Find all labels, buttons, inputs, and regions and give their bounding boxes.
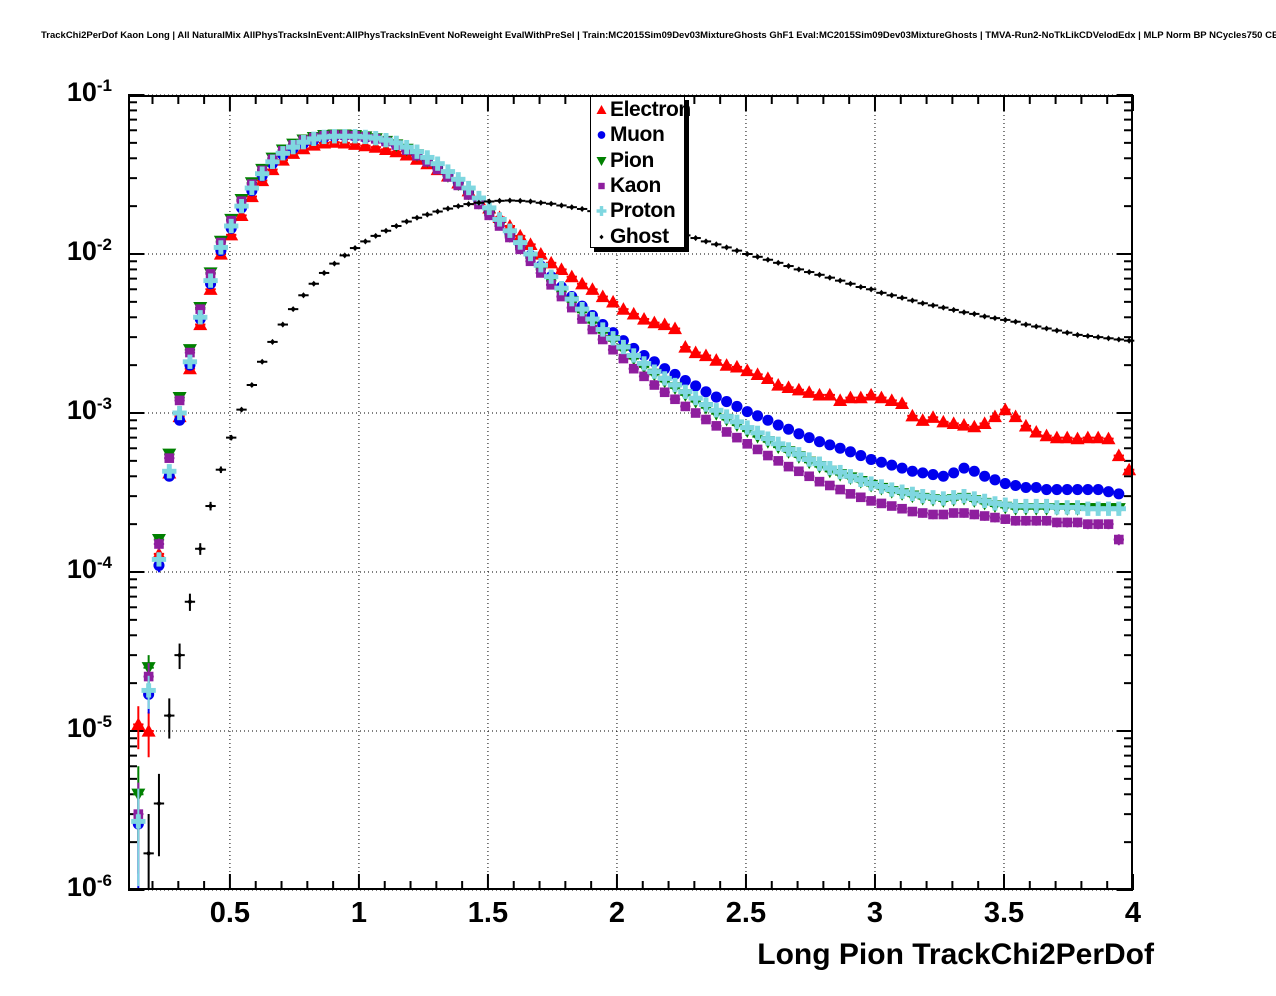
legend-item-electron[interactable]: Electron: [591, 97, 691, 122]
y-axis-tick-label: 10-6: [66, 871, 112, 902]
legend-item-ghost[interactable]: Ghost: [591, 223, 684, 248]
legend-item-muon[interactable]: Muon: [591, 122, 684, 147]
x-axis-tick-label: 1: [350, 897, 367, 929]
plot-title: TrackChi2PerDof Kaon Long | All NaturalM…: [41, 30, 1276, 41]
square-icon: [593, 173, 610, 198]
legend-item-pion[interactable]: Pion: [591, 148, 684, 173]
x-axis-tick-label: 2.5: [725, 897, 767, 929]
y-axis-tick-label: 10-3: [66, 394, 112, 425]
y-axis-tick-label: 10-2: [66, 235, 112, 266]
legend-label: Pion: [610, 148, 654, 172]
y-axis-tick-label: 10-5: [66, 712, 112, 743]
legend-item-proton[interactable]: Proton: [591, 198, 684, 223]
x-axis-title: Long Pion TrackChi2PerDof: [757, 938, 1154, 971]
x-axis-tick-label: 4: [1124, 897, 1142, 929]
y-axis-tick-label: 10-4: [66, 553, 112, 584]
x-axis-tick-label: 3.5: [983, 897, 1025, 929]
cross-icon: [593, 198, 610, 223]
diamond-icon: [593, 224, 610, 249]
legend-label: Ghost: [610, 224, 669, 248]
x-axis-tick-label: 0.5: [209, 897, 251, 929]
triangle-up-icon: [593, 97, 610, 122]
legend[interactable]: Electron Muon Pion Kaon Proton Ghost: [590, 96, 691, 248]
legend-label: Kaon: [610, 174, 661, 198]
legend-label: Electron: [610, 98, 691, 122]
circle-icon: [593, 122, 610, 147]
x-axis-tick-label: 1.5: [467, 897, 509, 929]
x-axis-tick-label: 2: [608, 897, 626, 929]
x-axis-tick-label: 3: [866, 897, 884, 929]
legend-item-kaon[interactable]: Kaon: [591, 173, 684, 198]
legend-label: Muon: [610, 123, 665, 147]
triangle-down-icon: [593, 148, 610, 173]
legend-label: Proton: [610, 199, 676, 223]
y-axis-tick-label: 10-1: [66, 76, 112, 107]
